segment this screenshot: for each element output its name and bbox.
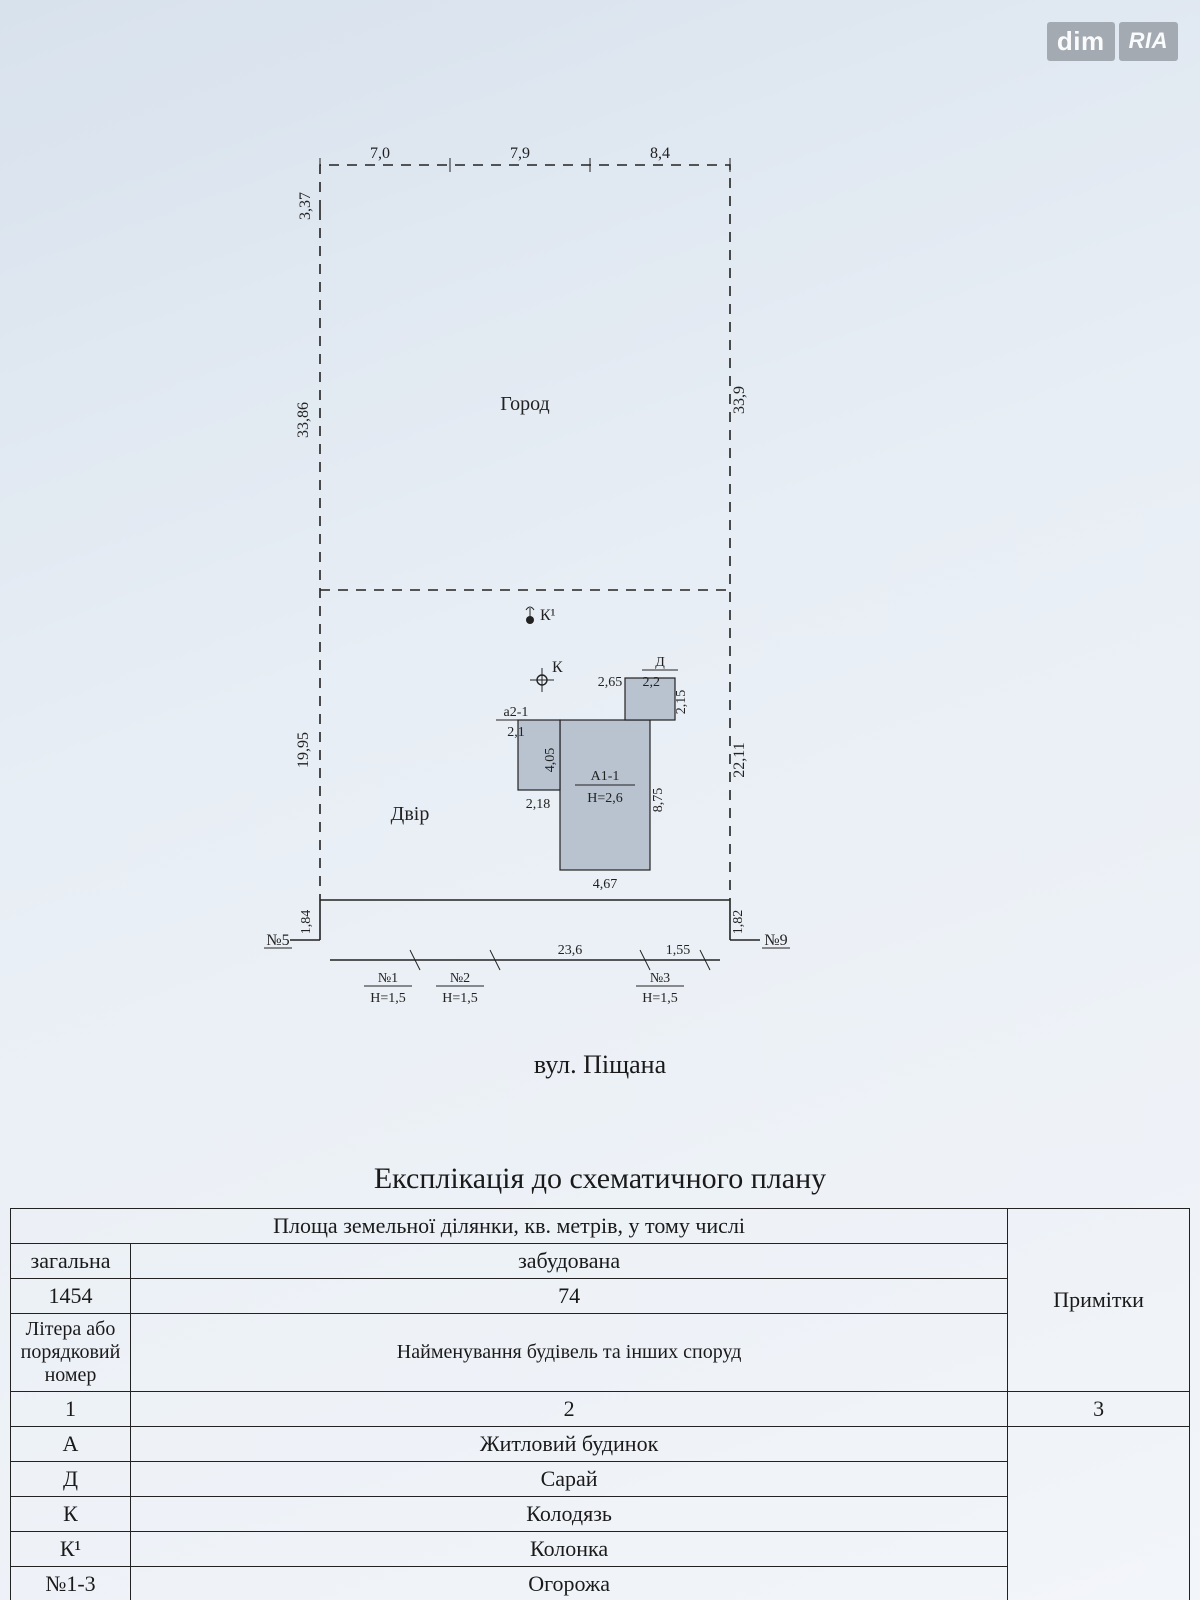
svg-text:Двір: Двір xyxy=(391,803,430,825)
street-name: вул. Піщана xyxy=(0,1050,1200,1080)
svg-text:33,9: 33,9 xyxy=(731,386,748,414)
name-header: Найменування будівель та інших споруд xyxy=(131,1314,1008,1392)
svg-text:4,67: 4,67 xyxy=(593,877,618,892)
area-header: Площа земельної ділянки, кв. метрів, у т… xyxy=(11,1209,1008,1244)
svg-text:2,15: 2,15 xyxy=(674,690,689,715)
svg-text:19,95: 19,95 xyxy=(295,732,312,768)
svg-text:Город: Город xyxy=(500,393,549,415)
svg-text:1,82: 1,82 xyxy=(731,910,746,935)
svg-text:а2-1: а2-1 xyxy=(504,705,529,720)
svg-text:№9: №9 xyxy=(764,932,787,949)
site-plan: 7,0 7,9 8,4 3,37 33,86 33,9 19,95 22,11 … xyxy=(260,120,900,1020)
svg-text:7,9: 7,9 xyxy=(510,145,530,162)
svg-text:22,11: 22,11 xyxy=(731,742,748,777)
svg-text:Н=2,6: Н=2,6 xyxy=(587,791,623,806)
notes-header: Примітки xyxy=(1008,1209,1190,1392)
svg-text:33,86: 33,86 xyxy=(295,402,312,438)
colnum-3: 3 xyxy=(1008,1392,1190,1427)
svg-text:23,6: 23,6 xyxy=(558,943,583,958)
svg-text:№1: №1 xyxy=(378,971,398,986)
svg-text:Н=1,5: Н=1,5 xyxy=(642,991,678,1006)
svg-text:А1-1: А1-1 xyxy=(591,769,620,784)
notes-empty xyxy=(1008,1427,1190,1600)
svg-text:К¹: К¹ xyxy=(540,607,556,624)
svg-text:Н=1,5: Н=1,5 xyxy=(442,991,478,1006)
svg-text:1,55: 1,55 xyxy=(666,943,691,958)
svg-text:№5: №5 xyxy=(266,932,289,949)
svg-text:2,18: 2,18 xyxy=(526,797,551,812)
colnum-2: 2 xyxy=(131,1392,1008,1427)
svg-text:Д: Д xyxy=(655,655,665,670)
svg-text:4,05: 4,05 xyxy=(543,748,558,773)
watermark: dim RIA xyxy=(1047,22,1178,61)
built-header: забудована xyxy=(131,1244,1008,1279)
table-row: А Житловий будинок xyxy=(11,1427,1190,1462)
svg-text:3,37: 3,37 xyxy=(297,192,314,220)
svg-text:Н=1,5: Н=1,5 xyxy=(370,991,406,1006)
svg-text:№2: №2 xyxy=(450,971,470,986)
svg-text:7,0: 7,0 xyxy=(370,145,390,162)
svg-text:2,2: 2,2 xyxy=(643,675,661,690)
explication-title: Експлікація до схематичного плану xyxy=(10,1162,1190,1196)
svg-text:8,4: 8,4 xyxy=(650,145,670,162)
svg-text:2,65: 2,65 xyxy=(598,675,623,690)
watermark-dim: dim xyxy=(1047,22,1115,61)
svg-text:№3: №3 xyxy=(650,971,670,986)
explication-block: Експлікація до схематичного плану Площа … xyxy=(0,1150,1200,1600)
colnum-1: 1 xyxy=(11,1392,131,1427)
watermark-ria: RIA xyxy=(1119,22,1178,61)
explication-table: Площа земельної ділянки, кв. метрів, у т… xyxy=(10,1208,1190,1600)
svg-text:2,1: 2,1 xyxy=(507,725,525,740)
total-value: 1454 xyxy=(11,1279,131,1314)
svg-text:1,84: 1,84 xyxy=(299,910,314,935)
total-header: загальна xyxy=(11,1244,131,1279)
svg-text:К: К xyxy=(552,659,563,676)
letter-header: Літера або порядковий номер xyxy=(11,1314,131,1392)
svg-text:8,75: 8,75 xyxy=(651,788,666,813)
built-value: 74 xyxy=(131,1279,1008,1314)
